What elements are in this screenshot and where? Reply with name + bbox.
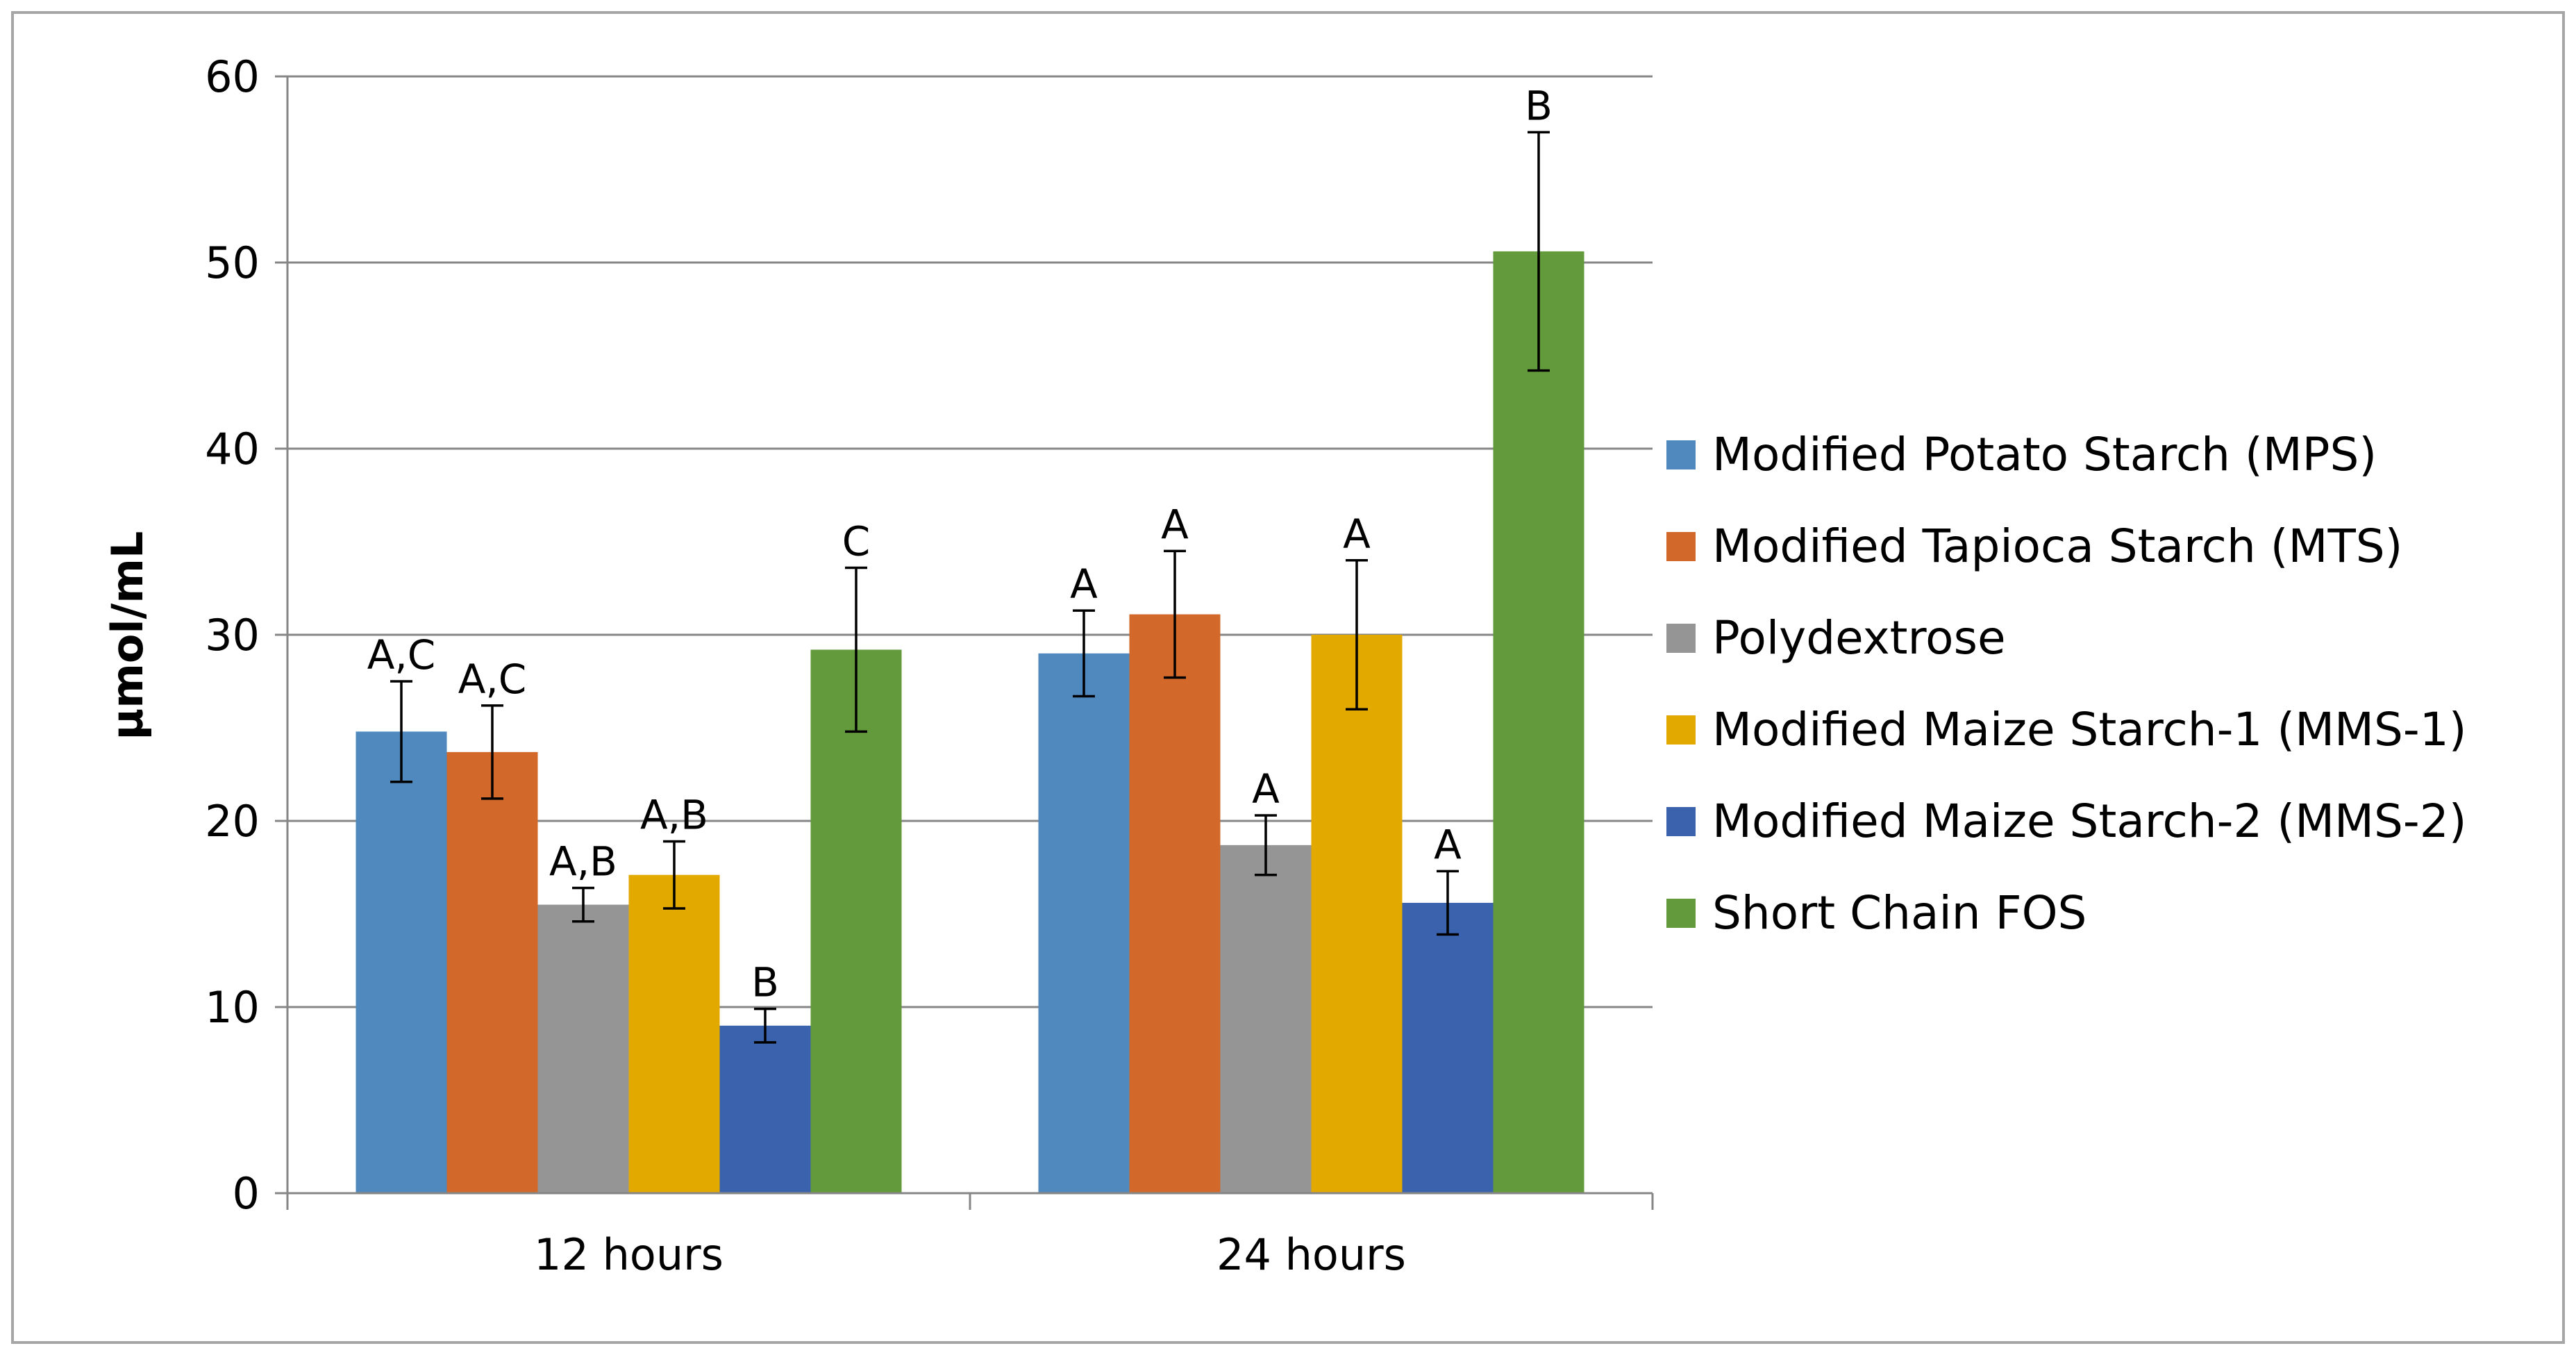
y-tick-label: 60: [205, 51, 260, 102]
bar: [446, 751, 538, 1193]
bar: [1129, 614, 1221, 1193]
y-tick-label: 0: [233, 1168, 260, 1219]
bar: [537, 904, 629, 1193]
significance-label: A,B: [640, 791, 708, 838]
bar: [810, 649, 902, 1193]
bar: [1402, 902, 1494, 1193]
legend: Modified Potato Starch (MPS) Modified Tap…: [1666, 428, 2466, 940]
bar: [1311, 635, 1403, 1193]
y-tick-label: 20: [205, 796, 260, 847]
significance-labels: A,C A,C A,B A,B B C A A A A A B: [367, 82, 1553, 1006]
y-axis-label: µmol/mL: [102, 531, 153, 740]
significance-label: A: [1161, 501, 1189, 548]
legend-entry: Modified Tapioca Starch (MTS): [1712, 519, 2402, 573]
bar: [719, 1025, 811, 1193]
significance-label: A: [1252, 765, 1280, 813]
significance-label: A: [1070, 560, 1098, 608]
legend-entry: Polydextrose: [1712, 611, 2006, 665]
legend-swatch: [1666, 715, 1696, 745]
legend-entry: Modified Maize Starch-1 (MMS-1): [1712, 703, 2466, 756]
y-tick-label: 30: [205, 610, 260, 660]
bar: [356, 731, 447, 1193]
legend-swatch: [1666, 899, 1696, 928]
legend-swatch: [1666, 532, 1696, 561]
bar: [1038, 653, 1130, 1193]
bars: [356, 251, 1584, 1193]
axes: 0 10 20 30 40 50 60 12 hours 24 hours: [205, 51, 1654, 1280]
significance-label: B: [1525, 82, 1553, 129]
significance-label: A: [1434, 821, 1462, 868]
significance-label: A,C: [367, 631, 436, 679]
legend-entry: Modified Maize Starch-2 (MMS-2): [1712, 795, 2466, 848]
significance-label: A,C: [458, 656, 527, 703]
y-tick-label: 50: [205, 238, 260, 288]
legend-entry: Short Chain FOS: [1712, 886, 2086, 940]
y-tick-label: 40: [205, 424, 260, 474]
error-bars: [390, 131, 1550, 1044]
significance-label: C: [842, 518, 871, 565]
y-tick-label: 10: [205, 982, 260, 1033]
significance-label: A,B: [549, 838, 617, 885]
x-tick-label: 24 hours: [1216, 1229, 1406, 1280]
legend-swatch: [1666, 624, 1696, 653]
x-tick-label: 12 hours: [534, 1229, 724, 1280]
legend-entry: Modified Potato Starch (MPS): [1712, 428, 2377, 481]
bar: [1220, 845, 1312, 1193]
significance-label: B: [751, 959, 779, 1006]
bar: [628, 874, 720, 1193]
significance-label: A: [1343, 510, 1371, 558]
legend-swatch: [1666, 440, 1696, 469]
bar: [1493, 251, 1584, 1193]
legend-swatch: [1666, 807, 1696, 836]
